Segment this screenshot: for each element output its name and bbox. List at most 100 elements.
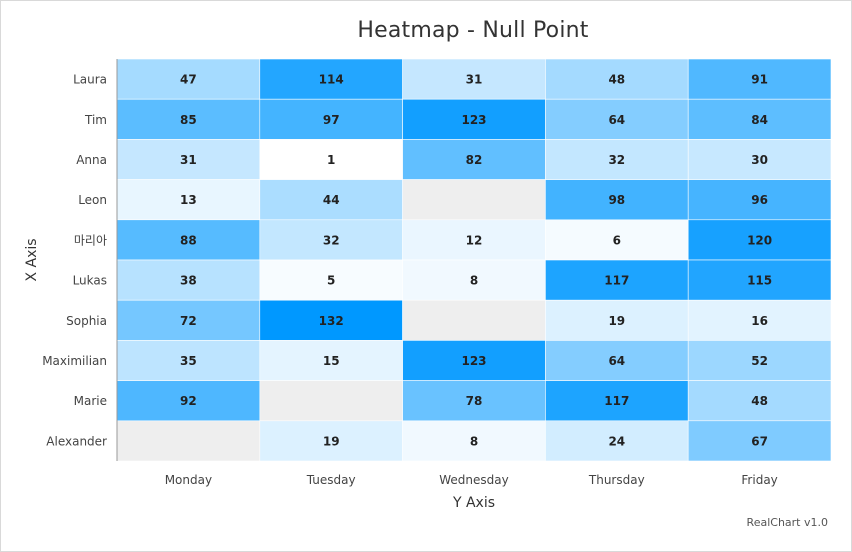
cell-value-label: 98 <box>608 193 625 207</box>
cell-value-label: 24 <box>608 434 625 448</box>
cell-value-label: 6 <box>613 233 621 247</box>
heatmap-cell[interactable] <box>259 139 403 180</box>
cell-value-label: 82 <box>466 153 483 167</box>
cell-value-label: 114 <box>319 73 344 87</box>
cell-value-label: 88 <box>180 233 197 247</box>
cell-value-label: 96 <box>751 193 768 207</box>
heatmap-cell[interactable] <box>116 340 261 381</box>
heatmap-cell[interactable] <box>687 340 832 381</box>
heatmap-cell[interactable] <box>545 299 689 341</box>
row-tick-label: Marie <box>74 394 107 408</box>
cell-value-label: 84 <box>751 113 768 127</box>
heatmap-cell[interactable] <box>259 179 403 221</box>
column-tick-label: Monday <box>165 473 212 487</box>
heatmap-cell[interactable] <box>259 219 403 261</box>
cell-value-label: 85 <box>180 113 197 127</box>
heatmap-cell[interactable] <box>259 380 403 422</box>
heatmap-cell[interactable] <box>116 299 261 341</box>
cell-value-label: 97 <box>323 113 340 127</box>
heatmap-cell[interactable] <box>687 259 832 301</box>
row-tick-label: Alexander <box>46 434 107 448</box>
cell-value-label: 132 <box>319 314 344 328</box>
column-tick-label: Friday <box>741 473 777 487</box>
chart-title: Heatmap - Null Point <box>357 18 589 43</box>
heatmap-cell[interactable] <box>545 340 689 381</box>
heatmap-cell[interactable] <box>545 380 689 422</box>
cell-value-label: 32 <box>608 153 625 167</box>
cell-value-label: 5 <box>327 274 335 288</box>
heatmap-cell[interactable] <box>259 98 403 140</box>
heatmap-cell[interactable] <box>116 98 261 140</box>
cell-value-label: 120 <box>747 233 772 247</box>
cell-value-label: 30 <box>751 153 768 167</box>
cell-value-label: 19 <box>323 434 340 448</box>
heatmap-cell[interactable] <box>402 179 546 221</box>
cell-value-label: 12 <box>466 233 483 247</box>
row-tick-label: Leon <box>78 193 107 207</box>
row-tick-label: Sophia <box>66 314 107 328</box>
heatmap-cell[interactable] <box>545 420 689 462</box>
heatmap-cell[interactable] <box>402 139 546 180</box>
cell-value-label: 92 <box>180 394 197 408</box>
cell-value-label: 32 <box>323 233 340 247</box>
heatmap-cell[interactable] <box>687 380 832 422</box>
heatmap-cell[interactable] <box>687 139 832 180</box>
row-tick-label: Lukas <box>73 274 107 288</box>
column-tick-label: Thursday <box>588 473 645 487</box>
y-axis-title: X Axis <box>24 238 40 281</box>
heatmap-cell[interactable] <box>116 179 261 221</box>
cell-value-label: 67 <box>751 434 768 448</box>
cell-value-label: 19 <box>608 314 625 328</box>
row-tick-label: Tim <box>84 113 107 127</box>
cell-value-label: 117 <box>604 274 629 288</box>
cell-value-label: 48 <box>608 73 625 87</box>
cell-value-label: 13 <box>180 193 197 207</box>
x-axis-title: Y Axis <box>452 495 495 511</box>
cell-value-label: 64 <box>608 113 625 127</box>
chart-credit[interactable]: RealChart v1.0 <box>746 516 828 529</box>
cell-value-label: 123 <box>461 354 486 368</box>
heatmap-cell[interactable] <box>545 139 689 180</box>
cell-value-label: 48 <box>751 394 768 408</box>
column-tick-label: Tuesday <box>306 473 356 487</box>
heatmap-cell[interactable] <box>259 420 403 462</box>
heatmap-cell[interactable] <box>402 420 546 462</box>
heatmap-cell[interactable] <box>545 98 689 140</box>
cell-value-label: 8 <box>470 274 478 288</box>
cell-value-label: 115 <box>747 274 772 288</box>
heatmap-cell[interactable] <box>545 259 689 301</box>
heatmap-cell[interactable] <box>259 340 403 381</box>
column-tick-label: Wednesday <box>439 473 508 487</box>
cell-value-label: 64 <box>608 354 625 368</box>
heatmap-cell[interactable] <box>116 420 261 462</box>
heatmap-cell[interactable] <box>116 58 261 100</box>
heatmap-cell[interactable] <box>402 219 546 261</box>
heatmap-cell[interactable] <box>116 259 261 301</box>
row-tick-label: 마리아 <box>74 233 107 247</box>
heatmap-cell[interactable] <box>116 219 261 261</box>
cell-value-label: 72 <box>180 314 197 328</box>
cell-value-label: 31 <box>466 73 483 87</box>
heatmap-cell[interactable] <box>402 98 546 140</box>
cell-value-label: 35 <box>180 354 197 368</box>
cell-value-label: 8 <box>470 434 478 448</box>
heatmap-cell[interactable] <box>116 139 261 180</box>
heatmap-cell[interactable] <box>545 179 689 221</box>
cell-value-label: 47 <box>180 73 197 87</box>
cell-value-label: 52 <box>751 354 768 368</box>
heatmap-cell[interactable] <box>402 299 546 341</box>
row-tick-label: Laura <box>73 73 107 87</box>
heatmap-cell[interactable] <box>402 380 546 422</box>
heatmap-cell[interactable] <box>687 219 832 261</box>
heatmap-cell[interactable] <box>687 299 832 341</box>
heatmap-cell[interactable] <box>402 58 546 100</box>
heatmap-cell[interactable] <box>687 179 832 221</box>
cell-value-label: 44 <box>323 193 340 207</box>
heatmap-cell[interactable] <box>545 219 689 261</box>
heatmap-cell[interactable] <box>687 420 832 462</box>
cell-value-label: 91 <box>751 73 768 87</box>
cell-value-label: 1 <box>327 153 335 167</box>
cell-value-label: 123 <box>461 113 486 127</box>
heatmap-cell[interactable] <box>259 58 403 100</box>
